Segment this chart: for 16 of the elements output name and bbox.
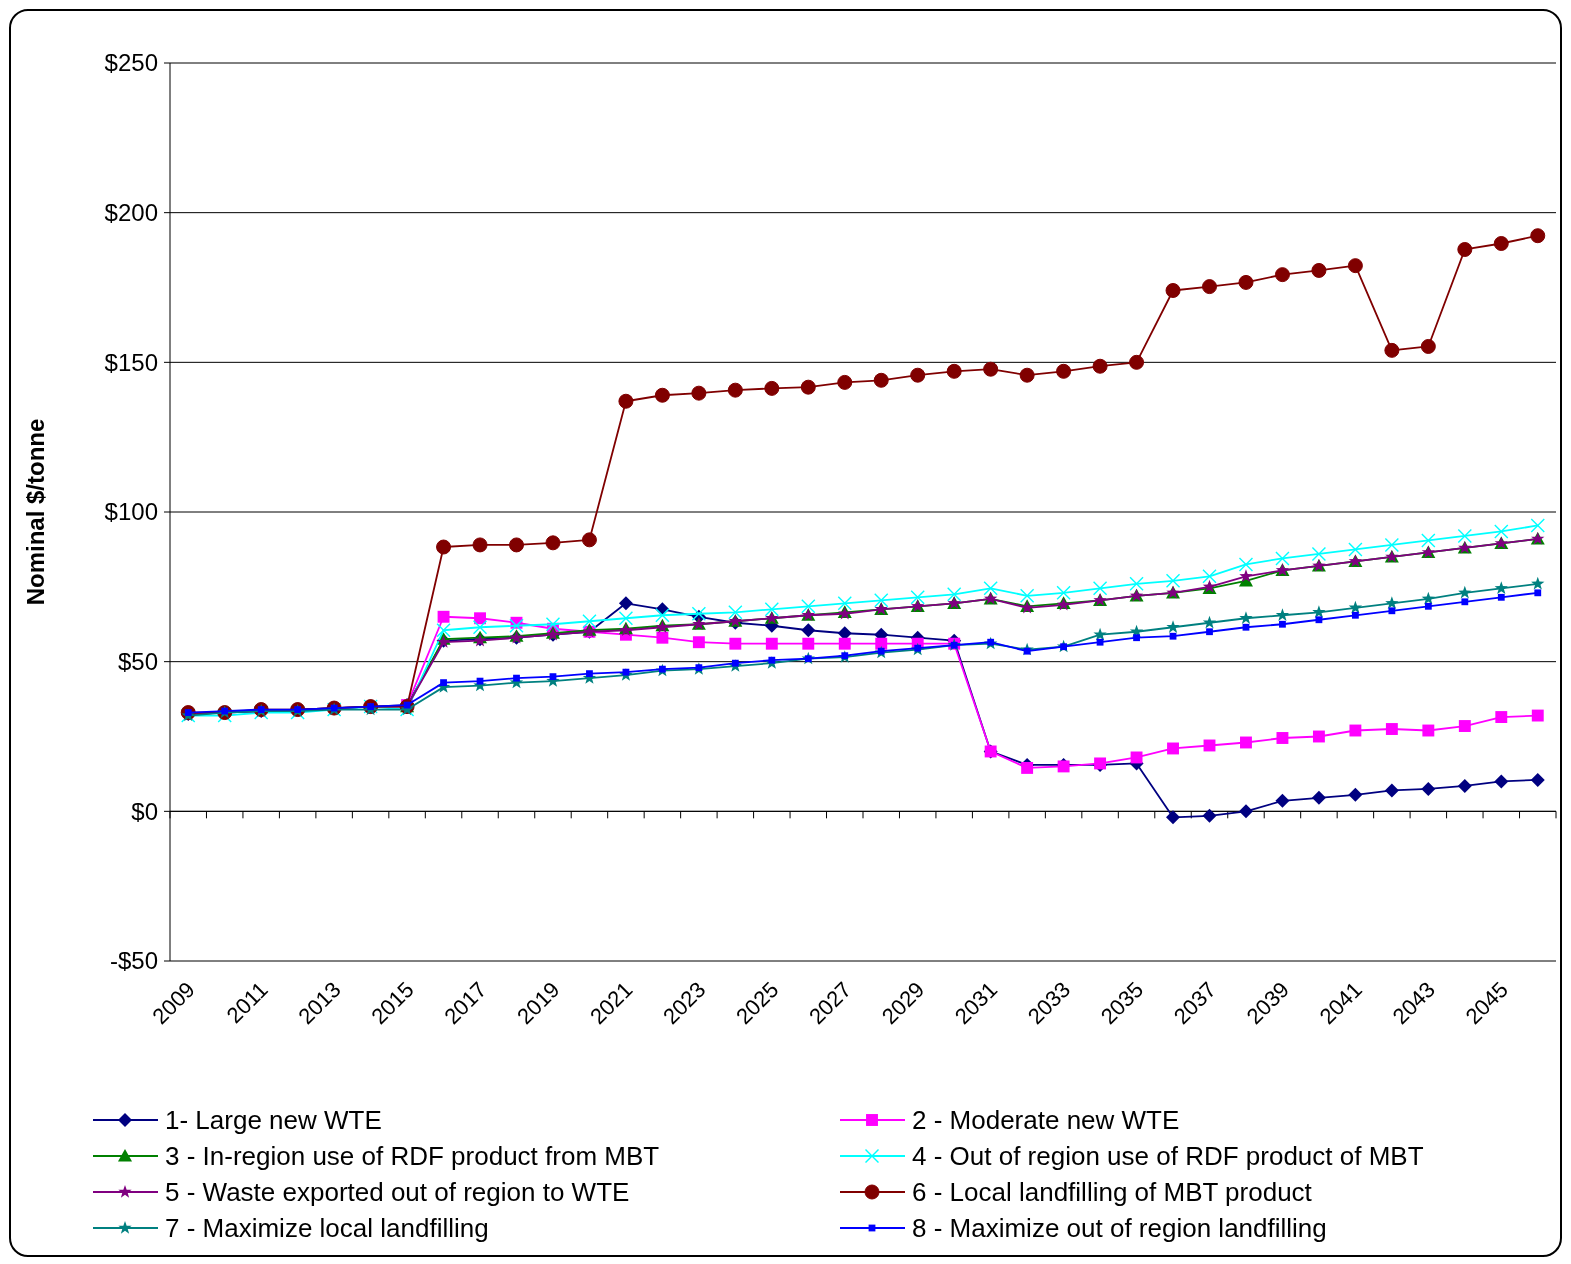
y-tick-label: $100 [104,498,158,526]
legend-label: 8 - Maximize out of region landfilling [912,1213,1327,1244]
y-tick-label: $250 [104,49,158,77]
y-axis-title: Nominal $/tonne [22,418,49,606]
legend-label: 5 - Waste exported out of region to WTE [165,1177,630,1208]
legend-label: 4 - Out of region use of RDF product of MBT [912,1141,1424,1172]
legend-label: 6 - Local landfilling of MBT product [912,1177,1313,1208]
legend-label: 1- Large new WTE [165,1105,382,1136]
y-tick-label: $150 [104,348,158,376]
legend-label: 3 - In-region use of RDF product from MBT [165,1141,660,1172]
y-tick-label: $0 [131,797,158,825]
y-tick-label: -$50 [109,947,158,975]
y-tick-label: $200 [104,199,158,227]
legend-label: 2 - Moderate new WTE [912,1105,1180,1136]
y-tick-label: $50 [117,648,158,676]
legend-label: 7 - Maximize local landfilling [165,1213,489,1244]
